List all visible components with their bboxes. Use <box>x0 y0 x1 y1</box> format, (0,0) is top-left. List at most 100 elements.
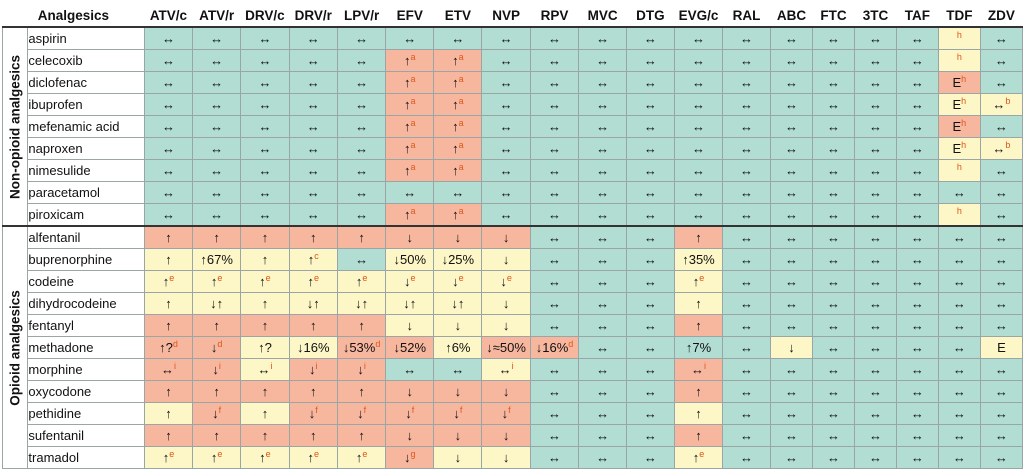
interaction-cell: ↔ <box>854 49 897 72</box>
interaction-cell: ↔ <box>626 336 675 359</box>
footnote-marker: e <box>265 449 271 459</box>
interaction-symbol: ↔ <box>952 318 966 333</box>
interaction-symbol: ↔ <box>499 207 513 222</box>
interaction-symbol: ↔ <box>868 53 882 68</box>
interaction-cell: ↔ <box>722 203 771 227</box>
interaction-cell: ↔ <box>288 159 338 182</box>
footnote-marker: e <box>458 273 464 283</box>
interaction-cell: ↔ <box>979 49 1023 72</box>
interaction-cell: ↔ <box>578 181 628 204</box>
interaction-cell: ↔ <box>937 358 981 381</box>
interaction-symbol: ↑ <box>261 428 269 443</box>
interaction-symbol: ↔ <box>258 75 272 90</box>
interaction-symbol: ↔ <box>910 340 924 355</box>
interaction-symbol: ↔ <box>952 340 966 355</box>
interaction-symbol: ↔ <box>784 75 798 90</box>
interaction-cell: ↔ <box>895 380 939 403</box>
interaction-cell: ↔ <box>895 203 939 227</box>
interaction-cell: ↔ <box>812 424 856 447</box>
interaction-symbol: ↓ <box>404 450 411 465</box>
interaction-symbol: ↔ <box>868 163 882 178</box>
interaction-cell: ↔ <box>937 402 981 425</box>
interaction-symbol: ↔ <box>596 97 610 112</box>
footnote-marker: a <box>458 162 464 172</box>
interaction-symbol: ↔ <box>994 119 1008 134</box>
interaction-symbol: ↔ <box>210 97 224 112</box>
interaction-symbol: ↔ <box>910 31 924 46</box>
interaction-cell: ↔ <box>578 424 628 447</box>
interaction-cell: ↓≈50% <box>481 336 531 359</box>
interaction-symbol: ↔ <box>258 163 272 178</box>
interaction-cell: ↔ <box>336 26 387 50</box>
interaction-symbol: ↔ <box>306 163 320 178</box>
interaction-symbol: ↔ <box>643 31 657 46</box>
interaction-cell: ↔ <box>854 159 897 182</box>
interaction-symbol: ↔ <box>910 274 924 289</box>
interaction-cell: ↔ <box>192 49 242 72</box>
interaction-cell: ↔ <box>578 248 628 271</box>
interaction-cell: ↔ <box>578 203 628 227</box>
interaction-symbol: ↔ <box>868 340 882 355</box>
interaction-symbol: ↑ <box>165 296 172 311</box>
interaction-cell: ↔ <box>529 225 580 249</box>
interaction-symbol: ↔ <box>596 450 610 465</box>
interaction-symbol: ↔ <box>994 406 1008 421</box>
interaction-symbol: ↔ <box>643 163 657 178</box>
interaction-symbol: ↔ <box>868 31 882 46</box>
footnote-marker: g <box>410 449 416 459</box>
interaction-cell: ↔ <box>722 314 771 337</box>
interaction-symbol: ↔ <box>740 141 754 156</box>
interaction-symbol: ↔ <box>548 75 562 90</box>
column-header-atv-r: ATV/r <box>192 4 241 28</box>
interaction-cell: ↔ <box>529 424 580 447</box>
interaction-symbol: ↔ <box>868 75 882 90</box>
interaction-symbol: ↔ <box>548 53 562 68</box>
drug-name: mefenamic acid <box>27 115 145 138</box>
interaction-symbol: ↓ <box>454 384 462 399</box>
interaction-symbol: ↔ <box>548 141 562 156</box>
interaction-cell: ↓ <box>481 248 531 271</box>
interaction-symbol: ↔ <box>784 318 798 333</box>
interaction-cell: Eh <box>937 115 981 138</box>
interaction-cell: ↔ <box>854 314 897 337</box>
interaction-symbol: ↑ <box>358 428 365 443</box>
interaction-symbol: ↔ <box>499 53 513 68</box>
interaction-cell: ↓f <box>336 402 387 425</box>
drug-name: buprenorphine <box>27 248 145 271</box>
interaction-symbol: ↔ <box>691 207 705 222</box>
interaction-symbol: ↔ <box>827 119 841 134</box>
interaction-cell: ↔ <box>288 26 338 50</box>
interaction-cell: ↔ <box>240 159 290 182</box>
interaction-symbol: ↔ <box>827 207 841 222</box>
interaction-symbol: ↔ <box>498 362 512 377</box>
interaction-cell: ↑ <box>143 424 194 447</box>
interaction-symbol: ↑ <box>355 274 363 289</box>
interaction-cell: ↔ <box>854 26 897 50</box>
interaction-cell: ↔ <box>529 203 580 227</box>
interaction-cell: ↔ <box>812 336 856 359</box>
interaction-symbol: ↔ <box>499 185 513 200</box>
interaction-cell: ↔ <box>937 248 981 271</box>
interaction-symbol: ↔ <box>827 318 841 333</box>
interaction-cell: ↑ <box>143 314 194 337</box>
interaction-cell: ↔ <box>769 26 814 50</box>
interaction-cell: ↑ <box>240 248 290 271</box>
interaction-cell: ↑e <box>336 270 387 293</box>
drug-name: codeine <box>27 270 145 293</box>
interaction-symbol: ↔ <box>994 318 1008 333</box>
interaction-symbol: ↔ <box>740 296 754 311</box>
interaction-symbol: ↔ <box>643 362 657 377</box>
interaction-symbol: ↔ <box>161 185 175 200</box>
footnote-marker: h <box>956 206 962 216</box>
interaction-cell: ↔ <box>481 159 531 182</box>
interaction-symbol: ↔ <box>784 119 798 134</box>
column-header-taf: TAF <box>896 4 939 28</box>
interaction-symbol: ↓ <box>357 362 364 377</box>
interaction-symbol: ↑ <box>404 207 411 222</box>
interaction-symbol: ↔ <box>596 230 610 245</box>
table-row: buprenorphine ↑ ↑67% ↑ ↑c ↔ ↓50% ↓25% ↓ ↔ ↔ ↔ ↑35% ↔ ↔… <box>3 248 1023 271</box>
interaction-cell: ↔ <box>722 358 771 381</box>
interaction-symbol: ↑ <box>358 230 365 245</box>
drug-name: pethidine <box>27 402 145 425</box>
interaction-symbol: ↑ <box>165 318 172 333</box>
